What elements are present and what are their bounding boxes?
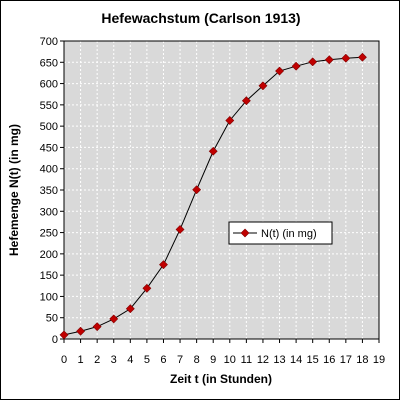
legend-marker (240, 228, 250, 238)
data-point-marker (225, 116, 235, 125)
y-tick-label: 100 (40, 291, 58, 303)
data-point-marker (142, 283, 152, 293)
x-tick-label: 2 (94, 354, 100, 366)
x-tick-label: 4 (127, 354, 133, 366)
data-point-marker (208, 146, 218, 156)
x-tick-label: 16 (323, 354, 335, 366)
plot-area (63, 40, 380, 340)
legend-label: N(t) (in mg) (261, 228, 317, 240)
y-tick-label: 650 (40, 57, 58, 69)
x-tick-label: 5 (144, 354, 150, 366)
data-point-marker (308, 57, 318, 67)
data-point-marker (59, 330, 69, 340)
y-tick-label: 250 (40, 228, 58, 240)
y-tick-label: 300 (40, 206, 58, 218)
data-point-marker (258, 81, 268, 91)
chart-title: Hefewachstum (Carlson 1913) (101, 10, 300, 26)
data-point-marker (275, 66, 284, 76)
data-point-marker (159, 260, 168, 270)
data-point-marker (109, 314, 119, 324)
x-tick-label: 8 (194, 354, 200, 366)
x-tick-label: 1 (78, 354, 84, 366)
x-tick-label: 14 (290, 354, 302, 366)
x-axis-title: Zeit t (in Stunden) (170, 372, 272, 386)
data-point-marker (291, 61, 301, 71)
x-tick-label: 0 (61, 354, 67, 366)
y-tick-label: 700 (40, 36, 58, 48)
y-tick-label: 150 (40, 270, 58, 282)
x-tick-labels: 0 1 2 3 4 5 6 7 8 9 10 11 12 13 14 15 16 17 18 19 (61, 339, 385, 366)
data-point-marker (92, 322, 102, 332)
y-tick-label: 450 (40, 142, 58, 154)
y-tick-label: 550 (40, 100, 58, 112)
data-point-marker (324, 55, 334, 65)
series-group (59, 52, 367, 340)
y-tick-label: 500 (40, 121, 58, 133)
data-point-marker (76, 326, 86, 336)
x-tick-label: 12 (257, 354, 269, 366)
y-tick-label: 400 (40, 164, 58, 176)
x-tick-label: 17 (340, 354, 352, 366)
x-tick-label: 13 (273, 354, 285, 366)
y-tick-label: 200 (40, 249, 58, 261)
data-point-marker (175, 225, 185, 234)
x-tick-label: 11 (241, 354, 252, 366)
data-point-marker (241, 96, 251, 106)
x-tick-label: 6 (160, 354, 166, 366)
x-tick-label: 9 (210, 354, 216, 366)
y-tick-label: 600 (40, 79, 58, 91)
y-axis-title: Hefemenge N(t) (in mg) (7, 124, 21, 256)
data-point-marker (125, 304, 135, 314)
y-tick-label: 0 (52, 334, 58, 346)
y-tick-label: 350 (40, 185, 58, 197)
legend-box (228, 221, 333, 245)
data-point-marker (192, 185, 202, 195)
x-tick-label: 10 (224, 354, 236, 366)
x-tick-label: 18 (356, 354, 368, 366)
x-tick-label: 15 (307, 354, 319, 366)
y-tick-label: 50 (46, 313, 58, 325)
data-point-marker (357, 52, 367, 62)
y-tick-labels: 0 50 100 150 200 250 300 350 400 450 500 550 600 650 7… (40, 36, 64, 346)
legend: N(t) (in mg) (228, 221, 333, 245)
data-point-marker (341, 53, 351, 63)
x-tick-label: 7 (177, 354, 183, 366)
x-tick-label: 19 (373, 354, 385, 366)
x-tick-label: 3 (111, 354, 117, 366)
